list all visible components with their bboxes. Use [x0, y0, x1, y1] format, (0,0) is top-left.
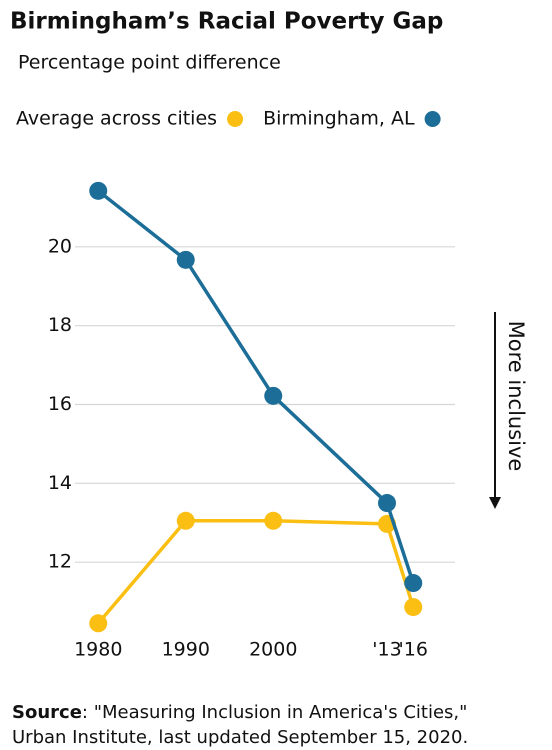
data-point — [89, 614, 108, 633]
y-tick-label: 16 — [48, 393, 72, 415]
data-point — [89, 181, 108, 200]
source-label: Source — [12, 702, 82, 723]
data-point — [264, 511, 283, 530]
annotation-arrowhead — [489, 497, 501, 509]
series-line — [96, 519, 415, 625]
data-point — [404, 598, 423, 617]
data-point — [264, 386, 283, 405]
data-point — [378, 494, 396, 513]
x-tick-label: '16 — [399, 639, 428, 661]
source-text: Urban Institute, last updated September … — [12, 727, 468, 748]
y-tick-label: 20 — [48, 235, 72, 257]
y-tick-label: 12 — [48, 551, 72, 573]
data-point — [176, 511, 195, 530]
legend-label: Birmingham, AL — [263, 108, 415, 130]
source-text: : "Measuring Inclusion in America's Citi… — [82, 702, 468, 723]
chart-subtitle: Percentage point difference — [18, 52, 281, 74]
x-tick-label: '13 — [372, 639, 401, 661]
y-tick-label: 14 — [48, 472, 72, 494]
x-tick-label: 1990 — [162, 639, 210, 661]
x-tick-label: 1980 — [74, 639, 122, 661]
source: Source: "Measuring Inclusion in America'… — [12, 702, 467, 723]
y-tick-label: 18 — [48, 314, 72, 336]
data-point — [176, 250, 195, 269]
legend-swatch — [227, 111, 244, 127]
x-tick-label: 2000 — [249, 639, 297, 661]
annotation: More inclusive — [504, 321, 528, 472]
chart-title: Birmingham’s Racial Poverty Gap — [10, 9, 443, 35]
legend-swatch — [424, 111, 441, 127]
legend-label: Average across cities — [16, 108, 217, 130]
data-point — [404, 574, 423, 593]
